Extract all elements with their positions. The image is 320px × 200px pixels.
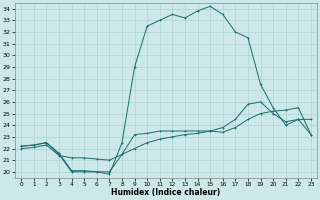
X-axis label: Humidex (Indice chaleur): Humidex (Indice chaleur) xyxy=(111,188,221,197)
